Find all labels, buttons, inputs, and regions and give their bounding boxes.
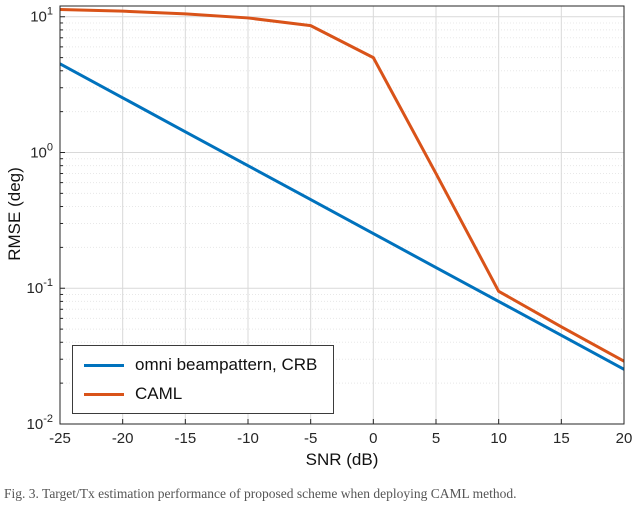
svg-text:-25: -25	[49, 430, 71, 447]
y-tick-labels: 10-2 10-1 100 101	[27, 6, 53, 433]
x-tick-labels: -25 -20 -15 -10 -5 0 5 10 15 20	[49, 430, 632, 447]
svg-text:101: 101	[30, 6, 53, 26]
svg-text:15: 15	[553, 430, 570, 447]
crb-line-sample	[84, 363, 124, 367]
legend-entry-crb: omni beampattern, CRB	[84, 355, 317, 375]
minor-grid	[60, 22, 624, 384]
legend-entry-caml: CAML	[84, 384, 317, 404]
legend-label-crb: omni beampattern, CRB	[135, 355, 318, 374]
series-line-0	[60, 62, 624, 371]
series-line-1	[60, 8, 624, 363]
svg-text:10: 10	[490, 430, 507, 447]
svg-text:10-1: 10-1	[27, 277, 53, 297]
legend-label-caml: CAML	[135, 384, 183, 403]
svg-text:-20: -20	[112, 430, 134, 447]
caml-line-sample	[84, 392, 124, 396]
svg-text:0: 0	[369, 430, 377, 447]
svg-text:-15: -15	[174, 430, 196, 447]
y-axis-label: RMSE (deg)	[5, 167, 24, 261]
figure-caption: Fig. 3. Target/Tx estimation performance…	[4, 486, 517, 501]
svg-text:5: 5	[432, 430, 440, 447]
series-lines	[60, 8, 624, 371]
svg-text:10-2: 10-2	[27, 413, 53, 433]
svg-text:100: 100	[30, 141, 53, 161]
svg-text:-5: -5	[304, 430, 317, 447]
legend: omni beampattern, CRB CAML	[72, 345, 335, 414]
ticks	[59, 16, 625, 425]
rmse-vs-snr-chart: -25 -20 -15 -10 -5 0 5 10 15 20 10-2 10-1 100 101	[27, 5, 632, 447]
svg-text:-10: -10	[237, 430, 259, 447]
svg-text:20: 20	[616, 430, 633, 447]
x-axis-label: SNR (dB)	[305, 450, 379, 469]
axes-box	[59, 5, 625, 425]
